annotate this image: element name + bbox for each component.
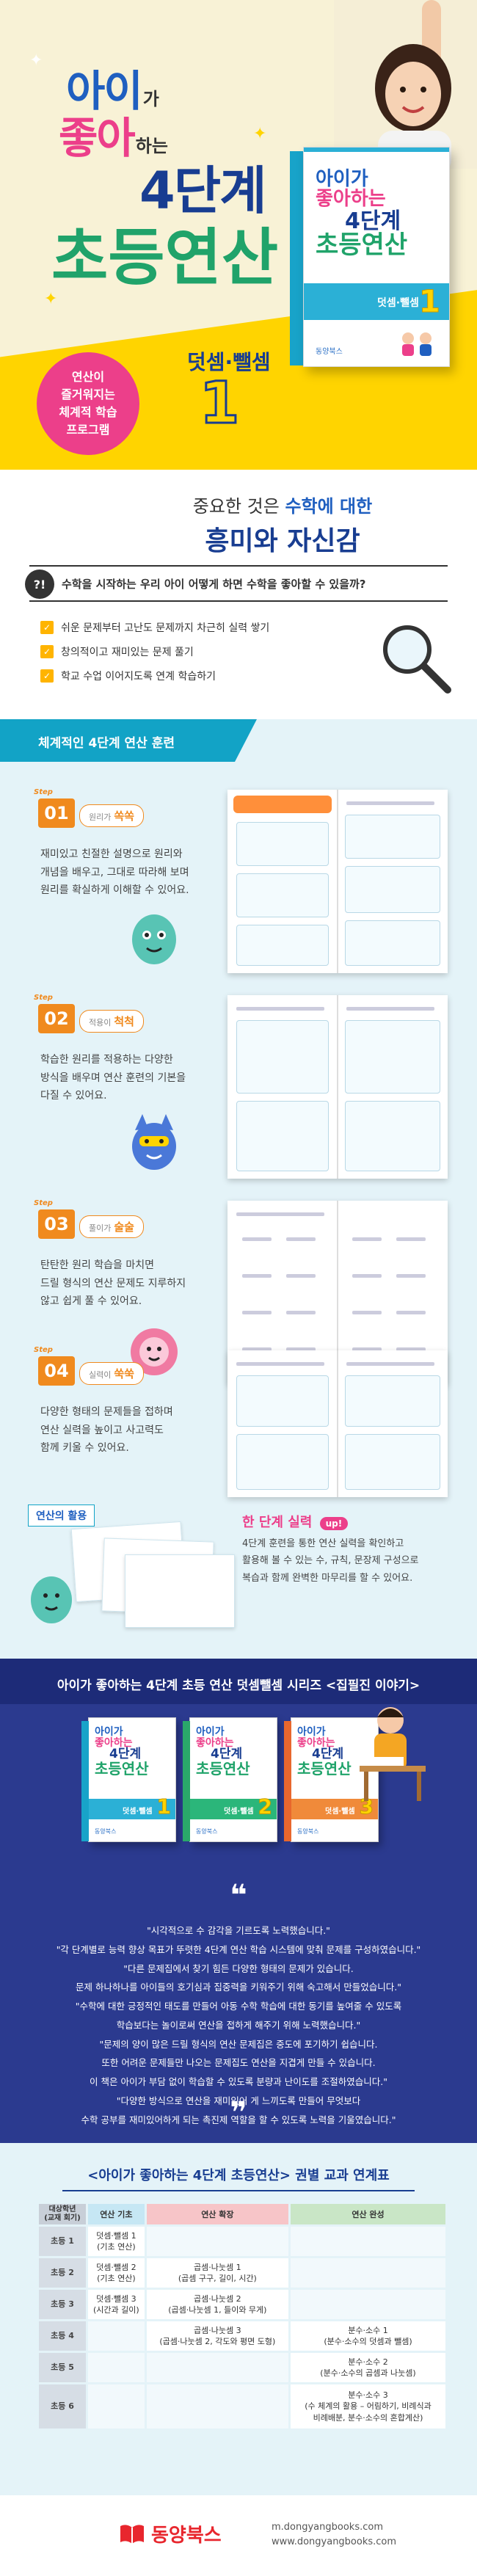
- intro-question: ?! 수학을 시작하는 우리 아이 어떻게 하면 수학을 좋아할 수 있을까?: [25, 565, 448, 602]
- table-header-row: 대상학년 (교재 회기) 연산 기초 연산 확장 연산 완성: [39, 2204, 445, 2224]
- blue-mascot-illustration: [132, 1114, 176, 1170]
- series-book-2: 아이가 좋아하는 4단계 초등연산 덧셈·뺄셈 2 동양북스: [183, 1717, 277, 1842]
- steps-header: 체계적인 4단계 연산 훈련: [0, 719, 257, 762]
- step-label: 적용이 척척: [79, 1010, 144, 1033]
- table-row: 초등 4 곱셈·나눗셈 3 (곱셈·나눗셈 2, 각도와 평면 도형) 분수·소…: [39, 2321, 445, 2351]
- step-04: Step 04 실력이 쑥쑥 다양한 형태의 문제들을 접하며 연산 실력을 높이…: [0, 1343, 477, 1534]
- hero-title-line3: 4단계: [139, 161, 267, 221]
- steps-section: 체계적인 4단계 연산 훈련 Step 01 원리가 쏙쏙 재미있고 친절한 설명…: [0, 719, 477, 1659]
- intro-headline-1: 중요한 것은 수학에 대한: [192, 496, 373, 517]
- step-label: 풀이가 술술: [79, 1215, 144, 1238]
- step-label: 원리가 쏙쏙: [79, 804, 144, 827]
- sparkle-icon: ✦: [29, 51, 43, 70]
- intro-points: ✓ 쉬운 문제부터 고난도 문제까지 차근히 실력 쌓기 ✓ 창의적이고 재미있는 …: [40, 620, 269, 693]
- hero-title-line2: 좋아 하는: [59, 113, 168, 163]
- column-header: 연산 기초: [88, 2204, 145, 2224]
- book-cover-title: 아이가 좋아하는 4단계 초등연산: [316, 168, 408, 261]
- intro-section: 중요한 것은 수학에 대한 흥미와 자신감 ?! 수학을 시작하는 우리 아이 …: [0, 470, 477, 719]
- book-cover: 아이가 좋아하는 4단계 초등연산 덧셈·뺄셈 1 동양북스: [303, 147, 450, 367]
- practice-sheets-preview: [70, 1521, 235, 1635]
- table-row: 초등 1 덧셈·뺄셈 1 (기초 연산): [39, 2227, 445, 2256]
- hero-title: 아이 가 좋아 하는 4단계 초등연산: [51, 70, 278, 288]
- hero-badge: 연산이 즐거워지는 체계적 학습 프로그램: [37, 352, 139, 455]
- list-item: ✓ 학교 수업 이어지도록 연계 학습하기: [40, 669, 269, 683]
- curriculum-title: <아이가 좋아하는 4단계 초등연산> 권별 교과 연계표: [0, 2165, 477, 2191]
- mascot-illustration: [31, 1576, 72, 1623]
- step-tag: Step 02: [22, 991, 75, 1035]
- step-label: 실력이 쑥쑥: [79, 1362, 144, 1385]
- hero-title-line1: 아이 가: [66, 66, 159, 116]
- sparkle-icon: ✦: [253, 125, 267, 143]
- table-row: 초등 2 덧셈·뺄셈 2 (기초 연산) 곱셈·나눗셈 1 (곱셈 구구, 길이…: [39, 2258, 445, 2288]
- hero-title-line4: 초등연산: [51, 222, 279, 294]
- girl-photo: [334, 0, 477, 169]
- step-tag: Step 03: [22, 1196, 75, 1240]
- table-row: 초등 6 분수·소수 3 (수 체계의 활용 – 어림하기, 비례식과 비례배분…: [39, 2384, 445, 2428]
- series-book-3: 아이가 좋아하는 4단계 초등연산 덧셈·뺄셈 3 동양북스: [284, 1717, 379, 1842]
- quote-close-icon: ❞: [230, 2096, 247, 2130]
- curriculum-section: <아이가 좋아하는 4단계 초등연산> 권별 교과 연계표 대상학년 (교재 회…: [0, 2143, 477, 2495]
- list-item: ✓ 창의적이고 재미있는 문제 풀기: [40, 644, 269, 659]
- step-description: 학습한 원리를 적용하는 다양한 방식을 배우며 연산 훈련의 기본을 다질 수…: [40, 1054, 186, 1102]
- footer: 동양북스 m.dongyangbooks.com www.dongyangboo…: [0, 2495, 477, 2576]
- intro-headline-2: 흥미와 자신감: [205, 526, 360, 556]
- hero-section: ✦ ✦ ✦ 아이 가 좋아 하는 4단계 초등연산 덧셈·뺄셈 1: [0, 0, 477, 470]
- practice-header: 연산의 활용: [28, 1505, 95, 1527]
- quote-text: "시각적으로 수 감각을 기르도록 노력했습니다." "각 단계별로 능력 향상…: [56, 1925, 421, 2125]
- curriculum-table: 대상학년 (교재 회기) 연산 기초 연산 확장 연산 완성 초등 1 덧셈·뺄…: [37, 2202, 448, 2431]
- quote-open-icon: ❝: [230, 1879, 247, 1913]
- student-illustration: [360, 1707, 426, 1801]
- book-spread-preview: [227, 790, 448, 973]
- column-header: 대상학년 (교재 회기): [39, 2204, 86, 2224]
- series-books: 아이가 좋아하는 4단계 초등연산 덧셈·뺄셈 1 동양북스 아이가 좋아하는 …: [0, 1717, 477, 1871]
- pink-mascot-illustration: [131, 1328, 178, 1375]
- series-header: 아이가 좋아하는 4단계 초등 연산 덧셈뺄셈 시리즈 <집필진 이야기>: [0, 1659, 477, 1704]
- book-logo-icon: [120, 2525, 144, 2544]
- check-icon: ✓: [40, 669, 54, 683]
- check-icon: ✓: [40, 645, 54, 658]
- author-quote: ❝ "시각적으로 수 감각을 기르도록 노력했습니다." "각 단계별로 능력 …: [29, 1879, 448, 2136]
- book-cover-number: 1: [418, 283, 440, 320]
- step-description: 다양한 형태의 문제들을 접하며 연산 실력을 높이고 사고력도 함께 키울 수…: [40, 1406, 173, 1454]
- step-01: Step 01 원리가 쏙쏙 재미있고 친절한 설명으로 원리와 개념을 배우고,…: [0, 785, 477, 976]
- practice-description: 4단계 훈련을 통한 연산 실력을 확인하고 활용해 볼 수 있는 수, 규칙,…: [242, 1538, 419, 1584]
- check-icon: ✓: [40, 621, 54, 634]
- website-links[interactable]: m.dongyangbooks.com www.dongyangbooks.co…: [272, 2522, 397, 2547]
- hero-subtitle: 덧셈·뺄셈: [187, 350, 271, 374]
- hero-volume-number: 1: [198, 370, 240, 438]
- step-description: 탄탄한 원리 학습을 마치면 드릴 형식의 연산 문제도 지루하지 않고 쉽게 …: [40, 1259, 186, 1307]
- list-item: ✓ 쉬운 문제부터 고난도 문제까지 차근히 실력 쌓기: [40, 620, 269, 635]
- book-spine: [290, 151, 305, 365]
- question-icon: ?!: [25, 570, 54, 599]
- practice-section: 연산의 활용 한 단계 실력 up! 4단계 훈련을 통한 연산 실력을 확인하…: [0, 1505, 477, 1651]
- book-spread-preview: [227, 1350, 448, 1497]
- table-row: 초등 3 덧셈·뺄셈 3 (시간과 길이) 곱셈·나눗셈 2 (곱셈·나눗셈 1…: [39, 2290, 445, 2319]
- step-02: Step 02 적용이 척척 학습한 원리를 적용하는 다양한 방식을 배우며 연…: [0, 991, 477, 1182]
- series-book-1: 아이가 좋아하는 4단계 초등연산 덧셈·뺄셈 1 동양북스: [81, 1717, 176, 1842]
- table-row: 초등 5 분수·소수 2 (분수·소수의 곱셈과 나눗셈): [39, 2353, 445, 2382]
- magnifier-icon: [383, 625, 451, 694]
- step-tag: Step 01: [22, 785, 75, 829]
- sparkle-icon: ✦: [44, 290, 58, 308]
- step-description: 재미있고 친절한 설명으로 원리와 개념을 배우고, 그대로 따라해 보며 원리…: [40, 848, 189, 896]
- book-spread-preview: [227, 995, 448, 1179]
- column-header: 연산 확장: [146, 2204, 288, 2224]
- series-section: 아이가 좋아하는 4단계 초등 연산 덧셈뺄셈 시리즈 <집필진 이야기> 아이…: [0, 1659, 477, 2143]
- step-tag: Step 04: [22, 1343, 75, 1387]
- book-cover-publisher: 동양북스: [316, 348, 343, 356]
- up-badge: up!: [319, 1517, 349, 1530]
- green-mascot-illustration: [132, 914, 176, 964]
- kids-illustration: [402, 332, 432, 356]
- column-header: 연산 완성: [291, 2204, 445, 2224]
- publisher-logo: 동양북스: [117, 2519, 222, 2548]
- practice-title: 한 단계 실력 up!: [242, 1512, 349, 1531]
- book-cover-image: 아이가 좋아하는 4단계 초등연산 덧셈·뺄셈 1 동양북스: [290, 147, 451, 367]
- book-cover-bar: 덧셈·뺄셈: [304, 283, 449, 320]
